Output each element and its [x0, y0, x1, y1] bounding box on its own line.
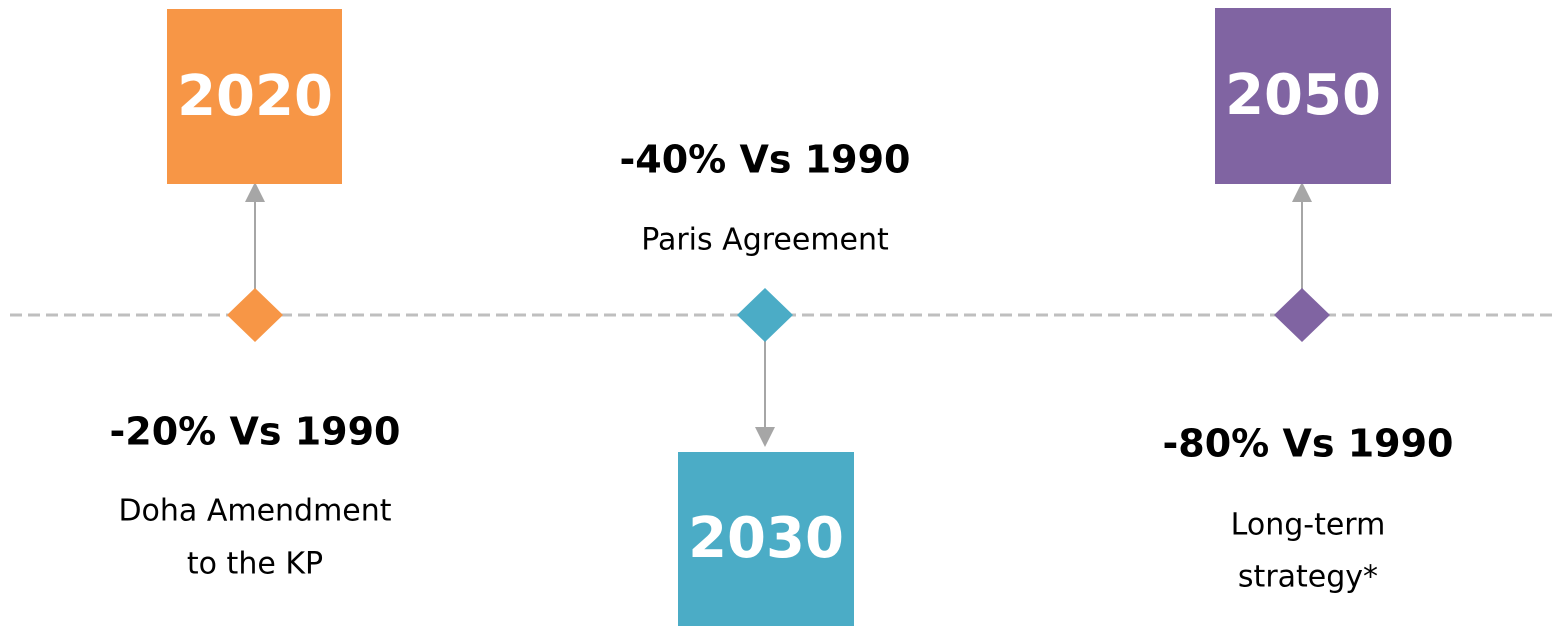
year-label: 2050 [1225, 63, 1381, 128]
year-box [167, 9, 342, 184]
description: to the KP [187, 547, 323, 582]
target: -20% Vs 1990 [110, 410, 401, 454]
diamond [737, 288, 793, 342]
description: Doha Amendment [118, 494, 391, 529]
diamond [227, 288, 283, 342]
diamond [1274, 288, 1330, 342]
description: Paris Agreement [641, 223, 889, 258]
year-label: 2020 [177, 64, 333, 129]
description: Long-term [1231, 508, 1386, 543]
description: strategy* [1238, 560, 1378, 595]
year-label: 2030 [688, 506, 844, 571]
year-box [678, 452, 854, 626]
target: -80% Vs 1990 [1163, 422, 1454, 466]
target: -40% Vs 1990 [620, 138, 911, 182]
year-box [1215, 8, 1391, 184]
